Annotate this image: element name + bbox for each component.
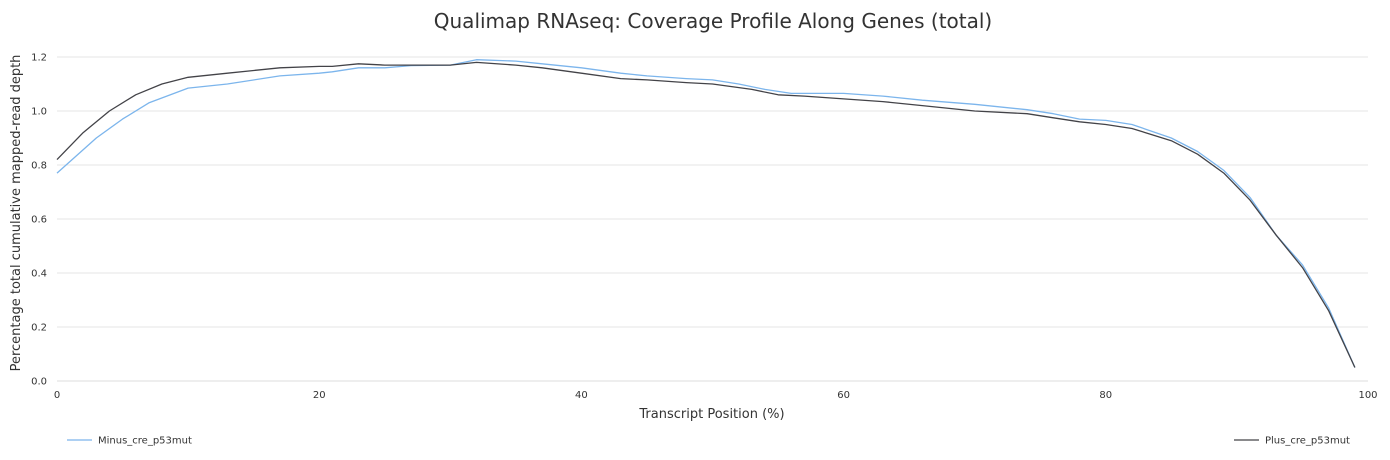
y-tick-label: 0.8 [31,161,47,172]
legend-item[interactable]: Minus_cre_p53mut [67,436,192,447]
x-axis-label: Transcript Position (%) [638,407,784,422]
series-lines [56,59,1356,368]
y-tick-label: 1.2 [31,53,47,64]
legend: Minus_cre_p53mut Plus_cre_p53mut [67,436,1350,447]
x-tick-label: 20 [313,390,326,401]
y-axis-label: Percentage total cumulative mapped-read … [9,55,24,372]
y-tick-label: 0.4 [31,269,47,280]
y-tick-label: 0.0 [31,377,47,388]
x-tick-label: 80 [1099,390,1112,401]
legend-item[interactable]: Plus_cre_p53mut [1234,436,1350,447]
y-tick-label: 1.0 [31,107,47,118]
x-tick-label: 100 [1358,390,1377,401]
y-tick-label: 0.2 [31,323,47,334]
legend-label: Minus_cre_p53mut [98,436,192,447]
x-tick-label: 0 [54,390,60,401]
x-tick-label: 40 [575,390,588,401]
series-line-minus-cre-p53mut [56,59,1356,368]
legend-label: Plus_cre_p53mut [1265,436,1350,447]
y-axis-ticks: 0.0 0.2 0.4 0.6 0.8 1.0 1.2 [31,53,47,388]
series-line-plus-cre-p53mut [56,61,1356,368]
y-tick-label: 0.6 [31,215,47,226]
x-tick-label: 60 [837,390,850,401]
chart-title: Qualimap RNAseq: Coverage Profile Along … [434,9,992,33]
grid [57,56,1368,328]
x-axis-ticks: 0 20 40 60 80 100 [54,390,1378,401]
